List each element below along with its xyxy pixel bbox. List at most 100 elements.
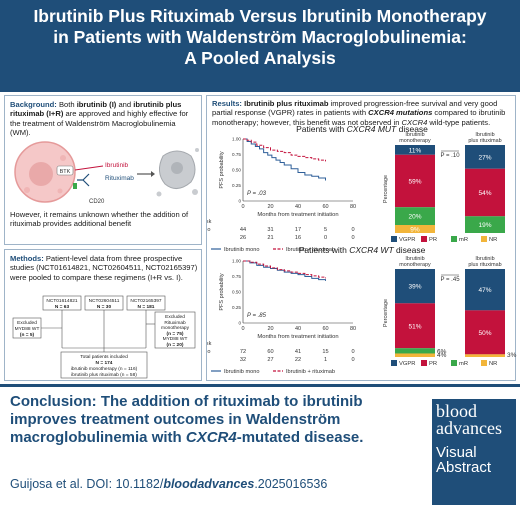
header-banner: Ibrutinib Plus Rituximab Versus Ibrutini… xyxy=(0,0,520,92)
svg-text:Total patients included: Total patients included xyxy=(80,354,128,360)
wt-xtick: 60 xyxy=(322,326,328,332)
mut-bar-vgpr xyxy=(465,145,505,169)
mut-data-label: 19% xyxy=(478,222,491,229)
svg-text:monotherapy: monotherapy xyxy=(161,325,190,331)
mut-legend-swatch xyxy=(421,236,427,242)
wt-section-title: Patients with CXCR4 WT disease xyxy=(299,245,426,255)
wt-xtick: 0 xyxy=(241,326,244,332)
conclusion-section: Conclusion: The addition of rituximab to… xyxy=(0,384,520,508)
wt-km-line-combo xyxy=(243,260,326,279)
wt-xtick: 40 xyxy=(295,326,301,332)
svg-text:ibrutinib monotherapy (n = 116: ibrutinib monotherapy (n = 116) xyxy=(71,366,138,372)
svg-text:N = 181: N = 181 xyxy=(138,304,155,310)
mut-bar-pr xyxy=(465,168,505,217)
mut-ylabel: Percentage xyxy=(383,175,389,203)
mut-ytick: 0 xyxy=(238,199,241,204)
study-flow-diagram: NCT01614821 N = 63 NCT02604511 N = 30 NC… xyxy=(12,295,196,379)
cell-nucleus xyxy=(29,162,53,186)
wt-ytick: 1.00 xyxy=(232,259,241,264)
mut-section-title: Patients with CXCR4 MUT disease xyxy=(296,124,428,134)
mut-legend-swatch xyxy=(481,236,487,242)
mut-data-label: 20% xyxy=(408,214,421,221)
mut-data-label: 11% xyxy=(409,147,422,154)
mut-risk-value: 44 xyxy=(240,227,246,233)
mut-bar-nr xyxy=(395,225,435,233)
wt-ytick: 0 xyxy=(238,321,241,326)
rituximab-icon xyxy=(77,173,90,187)
wt-category-label-2: monotherapy xyxy=(399,262,431,268)
wt-legend-entry: NR xyxy=(489,361,497,367)
svg-text:(n = 20): (n = 20) xyxy=(167,342,184,348)
mut-category-label-2: monotherapy xyxy=(399,138,431,144)
wt-risk-value: 72 xyxy=(240,349,246,355)
mut-ytick: 1.00 xyxy=(232,137,241,142)
svg-text:Excluded: Excluded xyxy=(165,314,185,320)
mut-ytick: 0.50 xyxy=(232,168,241,173)
wt-data-label: 47% xyxy=(478,287,491,294)
svg-text:MYD88 WT: MYD88 WT xyxy=(15,326,40,332)
wt-risk-value: 41 xyxy=(295,349,301,355)
mut-risk-value: 17 xyxy=(295,227,301,233)
wt-category-label-2: plus rituximab xyxy=(468,262,501,268)
wt-legend-swatch xyxy=(421,360,427,366)
wt-data-label: 51% xyxy=(408,323,421,330)
mut-xtick: 20 xyxy=(267,204,273,210)
citation[interactable]: Guijosa et al. DOI: 10.1182/bloodadvance… xyxy=(10,477,328,491)
conclusion-text: Conclusion: The addition of rituximab to… xyxy=(10,393,364,446)
mut-xtick: 40 xyxy=(295,204,301,210)
mut-xtick: 80 xyxy=(350,204,356,210)
svg-text:NCT02604511: NCT02604511 xyxy=(89,298,120,304)
mut-risk-value: 0 xyxy=(324,235,327,241)
svg-text:(n = 5): (n = 5) xyxy=(20,332,35,338)
mut-bar-pr xyxy=(395,154,435,208)
mut-data-label: 27% xyxy=(478,154,491,161)
results-text: Results: Ibrutinib plus rituximab improv… xyxy=(212,99,506,127)
mut-legend-entry: VGPR xyxy=(399,237,415,243)
wt-bar-nr xyxy=(395,353,435,357)
btk-icon xyxy=(56,165,74,176)
mut-bar-mr xyxy=(395,207,435,225)
mut-risk-value: 21 xyxy=(267,235,273,241)
mut-category-label-2: plus rituximab xyxy=(468,138,501,144)
rituximab-label: Rituximab xyxy=(105,175,134,182)
mechanism-diagram: BTK CD20 Ibrutinib Rituximab xyxy=(14,141,199,205)
wt-risk-value: 0 xyxy=(351,357,354,363)
bar-chart-wt: PercentageIbrutinibmonotherapy39%51%6%4%… xyxy=(383,256,517,367)
svg-text:MYD88 WT: MYD88 WT xyxy=(163,336,188,342)
background-question: However, it remains unknown whether the … xyxy=(10,210,189,229)
wt-legend-entry: VGPR xyxy=(399,361,415,367)
wt-xtick: 20 xyxy=(267,326,273,332)
mut-category-label: Ibrutinib xyxy=(405,132,424,138)
wt-p-value: P = .45 xyxy=(440,277,460,283)
btk-label: BTK xyxy=(60,169,71,175)
results-figures: Patients with CXCR4 MUT disease Patients… xyxy=(207,124,517,375)
mut-ytick: 0.75 xyxy=(232,152,241,157)
km-chart-mut: 0 0.25 0.50 0.75 1.00 0 20 40 60 80 Months from tr… xyxy=(207,137,356,254)
cd20-icon xyxy=(73,183,77,189)
wt-ytick: 0.25 xyxy=(232,305,241,310)
wt-data-label: 3% xyxy=(507,352,517,359)
background-text: Background: Both ibrutinib (I) and ibrut… xyxy=(10,100,189,138)
wt-legend-entry: PR xyxy=(429,361,437,367)
wt-ylabel: Percentage xyxy=(383,299,389,327)
mut-p-value: P = .03 xyxy=(247,191,267,197)
mut-risk-label: Ibrutinib mono xyxy=(207,227,210,233)
mut-data-label: 59% xyxy=(408,179,421,186)
svg-text:Excluded: Excluded xyxy=(17,320,37,326)
wt-category-label: Ibrutinib xyxy=(405,256,424,262)
svg-text:NCT02165397: NCT02165397 xyxy=(130,298,162,304)
wt-legend-entry: mR xyxy=(459,361,468,367)
svg-text:N = 174: N = 174 xyxy=(96,360,113,366)
wt-risk-value: 0 xyxy=(351,349,354,355)
mut-km-line-mono xyxy=(243,138,326,181)
wt-data-label: 50% xyxy=(478,330,491,337)
mut-bar-mr xyxy=(465,216,505,233)
mut-xlabel: Months from treatment initiation xyxy=(257,212,338,218)
mut-risk-value: 31 xyxy=(267,227,273,233)
ibrutinib-label: Ibrutinib xyxy=(105,162,129,169)
mut-legend-entry: NR xyxy=(489,237,497,243)
mut-ylabel: PFS probability xyxy=(219,151,225,189)
mut-legend-combo: Ibrutinib + rituximab xyxy=(286,247,335,253)
wt-risk-value: 22 xyxy=(295,357,301,363)
